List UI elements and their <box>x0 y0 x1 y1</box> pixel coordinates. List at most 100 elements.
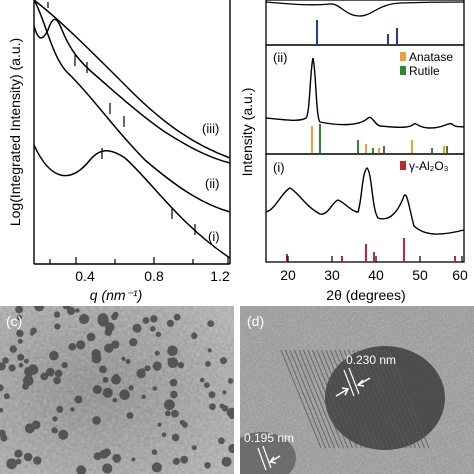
nanoparticle-dot <box>86 332 96 342</box>
nanoparticle-dot <box>51 427 58 434</box>
lattice-line <box>348 367 360 395</box>
anatase-legend-swatch <box>400 52 406 61</box>
arrow-icon <box>268 455 281 464</box>
panel-b-xtick-label: 30 <box>324 267 340 283</box>
panel-a-xtick-label: 0.4 <box>75 268 95 284</box>
panel-a-curve-ii <box>33 0 231 213</box>
nanoparticle-dot <box>18 362 24 368</box>
nanoparticle-dot <box>157 422 162 427</box>
panel-a-curve-label: (i) <box>208 229 220 244</box>
panel-b-sub-label: (ii) <box>273 50 287 65</box>
nanoparticle-dot <box>79 313 90 325</box>
panel-b-sub-label: (i) <box>273 160 285 175</box>
nanoparticle-dots <box>0 306 234 474</box>
panel-d-label: (d) <box>247 313 264 329</box>
nanoparticle-dot <box>0 434 8 442</box>
nanoparticle-dot <box>164 410 171 417</box>
nanoparticle-dot <box>125 359 131 364</box>
nanoparticle-dot <box>179 419 186 426</box>
lattice-line <box>257 447 267 471</box>
nanoparticle-dot <box>199 377 205 383</box>
panel-a-x-label: q (nm⁻¹) <box>90 287 143 303</box>
panel-a-curve-label: (iii) <box>202 121 219 136</box>
nanoparticle-dot <box>167 345 178 357</box>
panel-b-x-ticks <box>287 256 463 262</box>
panel-a-x-label-text: q (nm⁻¹) <box>90 287 143 303</box>
nanoparticle-dot <box>209 403 216 411</box>
lattice-fringes <box>280 349 430 449</box>
nanoparticle-dot <box>169 378 178 387</box>
nanoparticle-dot <box>2 357 9 364</box>
nanoparticle-dot <box>52 416 58 422</box>
nanoparticle-dot <box>34 306 44 312</box>
panel-b-curve-iii <box>265 1 465 17</box>
nanoparticle-dot <box>102 387 113 398</box>
nanoparticle-dot <box>155 331 162 337</box>
nanoparticle-dot <box>92 385 102 395</box>
nanoparticle-dot <box>180 455 189 464</box>
nanoparticle-dot <box>17 353 25 361</box>
nanoparticle-dot <box>150 326 156 332</box>
nanoparticle-dot <box>49 350 59 361</box>
alumina-legend-label: γ-Al₂O₃ <box>409 159 449 173</box>
nanoparticle-dot <box>54 369 63 378</box>
nanoparticle-dot <box>220 357 227 365</box>
nanoparticle-dot <box>27 364 39 375</box>
nanoparticle-dot <box>164 399 175 411</box>
lattice-fringe <box>312 349 353 449</box>
lattice-fringe <box>325 349 367 449</box>
lattice-fringe <box>375 349 416 449</box>
lattice-fringe <box>388 349 430 449</box>
nanoparticle-dot <box>173 313 181 321</box>
lattice-fringe <box>316 349 358 449</box>
nanoparticle-dot <box>30 327 37 334</box>
nanoparticle-dot <box>112 376 121 385</box>
nanoparticle-dot <box>33 456 42 465</box>
nanoparticle-dot <box>58 429 69 440</box>
nanoparticle-dot <box>50 369 55 374</box>
nanoparticle-dot <box>119 389 130 401</box>
panel-b-x-label: 2θ (degrees) <box>326 287 405 303</box>
nanoparticle-dot <box>140 368 146 373</box>
nanoparticle-dot <box>142 317 150 324</box>
arrow-icon <box>356 377 371 387</box>
nanoparticle-dot <box>227 378 234 384</box>
nanoparticle-dot <box>171 433 180 442</box>
nanoparticle-dot <box>128 385 134 391</box>
nanoparticle-dot <box>207 348 212 353</box>
panel-b-rutile-lines <box>319 124 448 153</box>
lattice-fringe <box>379 349 421 449</box>
lattice-fringe <box>370 349 412 449</box>
nanoparticle-dot <box>54 323 61 330</box>
panel-b-ref-lines-blue <box>316 20 398 44</box>
nanoparticle-dot <box>67 306 76 316</box>
nanoparticle-dot <box>222 390 227 395</box>
nanoparticle-dot <box>53 376 61 385</box>
lattice-fringe <box>289 349 331 449</box>
nanoparticle-dot <box>99 365 107 374</box>
nanoparticle-dot <box>24 423 35 434</box>
nanoparticle-dot <box>74 395 83 404</box>
nanoparticle-dot <box>24 358 29 364</box>
nanoparticle-dot <box>102 376 109 383</box>
arrow-icon <box>335 387 350 397</box>
nanoparticle-dot <box>70 407 75 412</box>
nanoparticle-dot <box>112 397 118 403</box>
nanoparticle-dot <box>68 343 77 351</box>
nanoparticle-dot <box>56 405 64 413</box>
lattice-fringe <box>280 349 322 449</box>
nanoparticle-dot <box>62 306 70 310</box>
nanoparticle-dot <box>102 463 113 474</box>
nanoparticle-dot <box>9 345 17 353</box>
lattice-fringe <box>343 349 385 449</box>
lattice-fringe <box>303 349 344 449</box>
nanoparticle-dot <box>228 443 234 454</box>
nanoparticle-dot <box>121 356 126 361</box>
nanoparticle-dot <box>92 416 101 425</box>
nanoparticle-dot <box>104 343 114 353</box>
panel-a-curve-label: (ii) <box>205 176 219 191</box>
nanoparticle-dot <box>53 311 61 318</box>
nanoparticle-dot <box>154 350 160 356</box>
lattice-fringe <box>352 349 394 449</box>
